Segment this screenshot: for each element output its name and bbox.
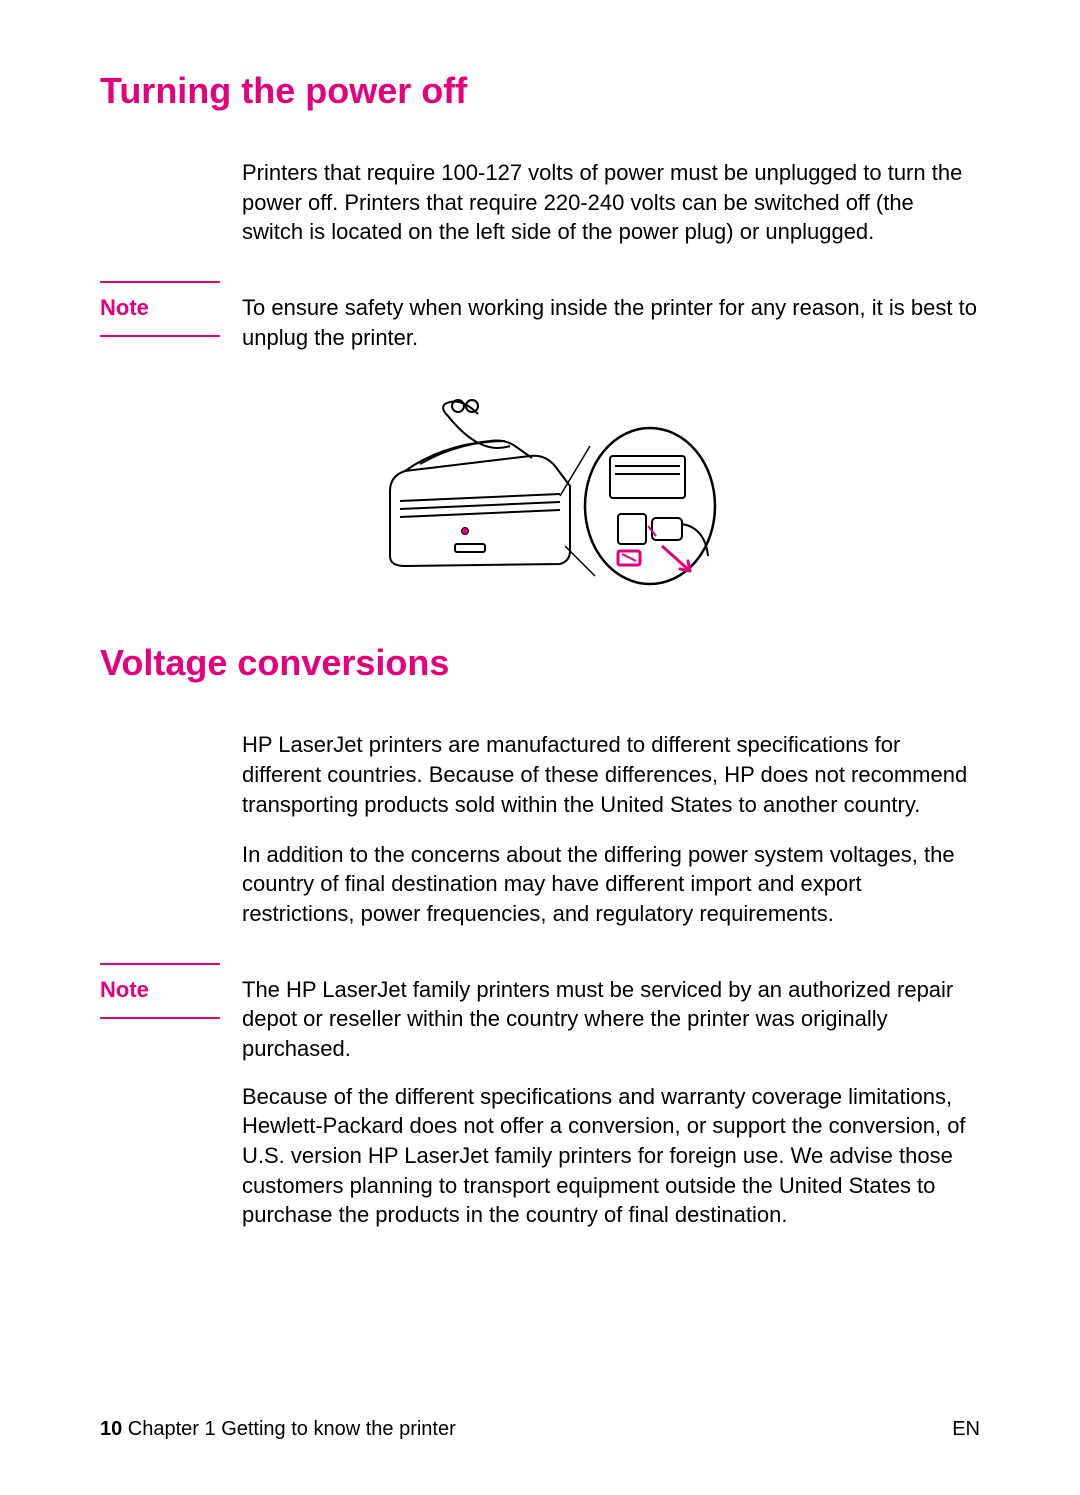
note-underline bbox=[100, 1017, 220, 1019]
section2-post-note-paragraph-1: Because of the different specifications … bbox=[242, 1082, 980, 1230]
note-text: To ensure safety when working inside the… bbox=[242, 281, 980, 352]
section2-note: Note The HP LaserJet family printers mus… bbox=[100, 963, 980, 1064]
section-heading-power-off: Turning the power off bbox=[100, 70, 980, 112]
page-footer: 10 Chapter 1 Getting to know the printer… bbox=[100, 1418, 980, 1441]
section2-paragraph-2: In addition to the concerns about the di… bbox=[242, 840, 980, 929]
printer-illustration bbox=[100, 386, 980, 596]
section-heading-voltage: Voltage conversions bbox=[100, 642, 980, 684]
footer-locale: EN bbox=[952, 1418, 980, 1441]
chapter-line: Chapter 1 Getting to know the printer bbox=[122, 1418, 456, 1440]
note-underline bbox=[100, 335, 220, 337]
manual-page: Turning the power off Printers that requ… bbox=[0, 0, 1080, 1495]
footer-left: 10 Chapter 1 Getting to know the printer bbox=[100, 1418, 456, 1441]
note-label-wrap: Note bbox=[100, 963, 242, 1064]
section2-paragraph-1: HP LaserJet printers are manufactured to… bbox=[242, 730, 980, 819]
note-label: Note bbox=[100, 281, 220, 321]
section1-body: Printers that require 100-127 volts of p… bbox=[242, 158, 980, 247]
note-label: Note bbox=[100, 963, 220, 1003]
section2-post-note: Because of the different specifications … bbox=[242, 1082, 980, 1230]
section2: Voltage conversions HP LaserJet printers… bbox=[100, 642, 980, 1230]
section1-paragraph-1: Printers that require 100-127 volts of p… bbox=[242, 158, 980, 247]
note-label-wrap: Note bbox=[100, 281, 242, 352]
section1-note: Note To ensure safety when working insid… bbox=[100, 281, 980, 352]
page-number: 10 bbox=[100, 1418, 122, 1440]
note-text: The HP LaserJet family printers must be … bbox=[242, 963, 980, 1064]
printer-power-plug-icon bbox=[360, 386, 720, 596]
section2-body: HP LaserJet printers are manufactured to… bbox=[242, 730, 980, 928]
